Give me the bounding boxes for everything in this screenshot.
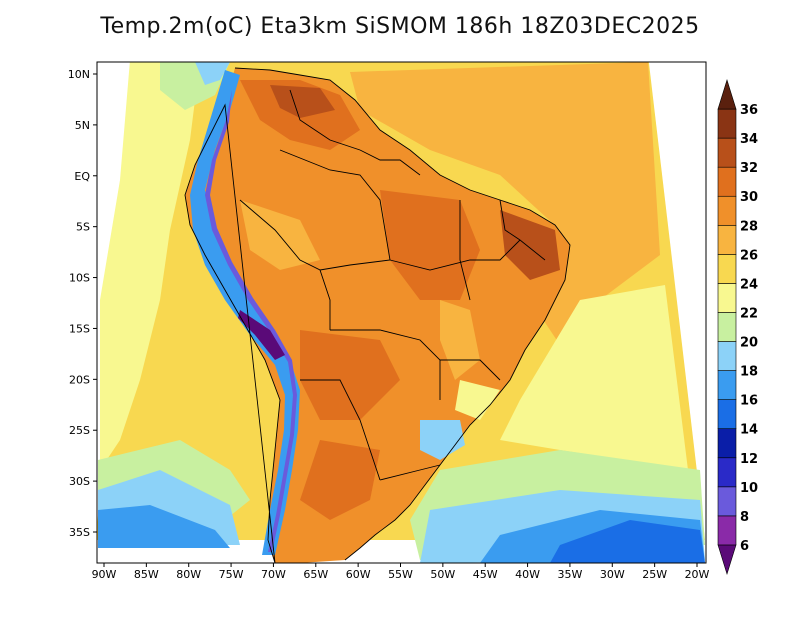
border-8 (459, 200, 471, 301)
colorbar-label: 20 (740, 336, 758, 351)
plot-frame (96, 61, 707, 564)
land-hot-32c (300, 330, 400, 420)
lat-tick-label: 15S (69, 322, 90, 335)
lon-tick-label: 55W (388, 568, 413, 581)
lon-tick-label: 75W (219, 568, 244, 581)
map-title: Temp.2m(oC) Eta3km SiSMOM 186h 18Z03DEC2… (100, 14, 700, 39)
border-2 (239, 199, 331, 330)
colorbar-bin (717, 428, 737, 459)
lon-tick-label: 85W (134, 568, 159, 581)
colorbar-label: 24 (740, 277, 758, 292)
lon-tick-label: 20W (685, 568, 710, 581)
ocean-west-18 (98, 505, 230, 548)
lat-tick-label: 20S (69, 373, 90, 386)
colorbar-bin (717, 312, 737, 342)
lon-tick-label: 90W (92, 568, 117, 581)
border-1 (279, 149, 391, 271)
colorbar-bin (717, 544, 737, 576)
temperature-field (97, 62, 705, 563)
lat-tick-label: 25S (69, 424, 90, 437)
colorbar-bin (717, 341, 737, 371)
lat-tick-label: 30S (69, 475, 90, 488)
land-hot-34 (500, 210, 560, 280)
lon-tick-label: 60W (346, 568, 371, 581)
colorbar: 6 8 10 12 14 16 18 20 22 24 26 28 30 32 34 36 (717, 78, 758, 576)
lat-tick-label: 10S (69, 272, 90, 285)
latitude-axis: 10N 5N EQ 5S 10S 15S 20S 25S 30S 35S (68, 68, 97, 539)
lon-tick-label: 30W (600, 568, 625, 581)
colorbar-bin (717, 370, 737, 400)
land-hot-32b (380, 190, 480, 300)
border-6 (389, 239, 521, 271)
colorbar-bin (717, 108, 737, 139)
colorbar-label: 34 (740, 132, 758, 147)
colorbar-label: 14 (740, 423, 758, 438)
colorbar-label: 18 (740, 365, 758, 380)
colorbar-label: 36 (740, 103, 758, 118)
ocean-east-24 (500, 285, 688, 470)
se-brazil-24 (455, 380, 500, 420)
lon-tick-label: 35W (557, 568, 582, 581)
border-3 (330, 329, 441, 400)
lon-tick-label: 70W (261, 568, 286, 581)
colorbar-label: 28 (740, 219, 758, 234)
colorbar-label: 26 (740, 248, 758, 263)
colorbar-label: 6 (740, 539, 749, 554)
andes-coldest (238, 310, 285, 360)
colorbar-label: 30 (740, 190, 758, 205)
colorbar-bin (717, 224, 737, 255)
colorbar-label: 22 (740, 306, 758, 321)
colorbar-bin (717, 137, 737, 168)
colorbar-label: 32 (740, 161, 758, 176)
colorbar-bin (717, 399, 737, 430)
colorbar-label: 10 (740, 481, 758, 496)
lat-tick-label: 5S (76, 221, 90, 234)
lon-tick-label: 40W (515, 568, 540, 581)
lon-tick-label: 65W (303, 568, 328, 581)
land-hot-34b (270, 85, 335, 118)
colorbar-bin (717, 486, 737, 517)
colorbar-label: 16 (740, 394, 758, 409)
border-4 (300, 379, 381, 481)
coastline (184, 67, 571, 563)
lat-tick-label: 5N (75, 119, 90, 132)
border-11 (359, 149, 421, 176)
colorbar-bin (717, 254, 737, 284)
colorbar-bin (717, 515, 737, 546)
country-borders (184, 67, 571, 563)
andes-cold (190, 70, 300, 555)
lat-tick-label: 35S (69, 526, 90, 539)
border-10 (289, 89, 361, 151)
lon-tick-label: 80W (176, 568, 201, 581)
lat-tick-label: EQ (74, 170, 90, 183)
colorbar-label: 8 (740, 510, 749, 525)
border-9 (499, 199, 546, 261)
colorbar-label: 12 (740, 452, 758, 467)
border-5 (379, 464, 441, 481)
ocean-west-24 (100, 62, 200, 470)
colorbar-bin (717, 283, 737, 313)
longitude-axis: 90W 85W 80W 75W 70W 65W 60W 55W 50W 45W 40W 35W 30W 2… (92, 563, 710, 581)
land-hot-32d (300, 440, 380, 520)
lon-tick-label: 50W (430, 568, 455, 581)
colorbar-bin (717, 457, 737, 488)
border-7 (440, 359, 501, 381)
lon-tick-label: 25W (642, 568, 667, 581)
south-america-land (185, 68, 570, 563)
colorbar-bin (717, 78, 737, 110)
se-brazil-cool (420, 420, 465, 460)
lat-tick-label: 10N (68, 68, 90, 81)
lon-tick-label: 45W (473, 568, 498, 581)
colorbar-bin (717, 166, 737, 197)
colorbar-bin (717, 195, 737, 226)
ocean-south-16 (550, 520, 705, 563)
ocean-warm-north (350, 62, 660, 345)
caribbean-blue (195, 62, 230, 85)
